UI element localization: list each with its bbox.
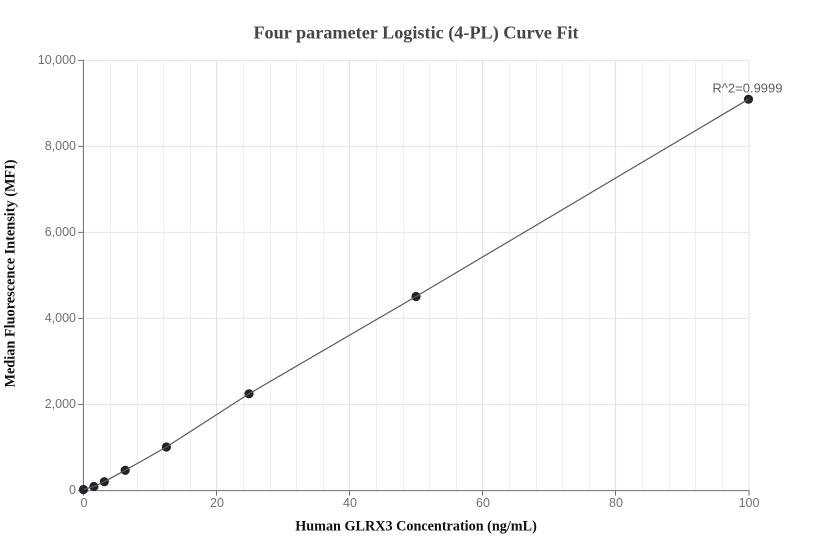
svg-text:6,000: 6,000: [45, 225, 76, 239]
svg-text:Human GLRX3 Concentration (ng/: Human GLRX3 Concentration (ng/mL): [295, 519, 537, 535]
svg-text:40: 40: [343, 496, 357, 510]
svg-text:60: 60: [476, 496, 490, 510]
svg-text:0: 0: [81, 496, 88, 510]
svg-text:R^2=0.9999: R^2=0.9999: [712, 80, 782, 95]
svg-text:4,000: 4,000: [45, 311, 76, 325]
svg-text:8,000: 8,000: [45, 139, 76, 153]
svg-text:80: 80: [609, 496, 623, 510]
svg-text:0: 0: [69, 483, 76, 497]
svg-text:10,000: 10,000: [38, 53, 76, 67]
svg-text:Median Fluorescence Intensity: Median Fluorescence Intensity (MFI): [3, 159, 19, 387]
svg-text:20: 20: [210, 496, 224, 510]
svg-text:Four parameter Logistic (4-PL): Four parameter Logistic (4-PL) Curve Fit: [253, 22, 578, 43]
svg-text:2,000: 2,000: [45, 397, 76, 411]
svg-text:100: 100: [739, 496, 760, 510]
